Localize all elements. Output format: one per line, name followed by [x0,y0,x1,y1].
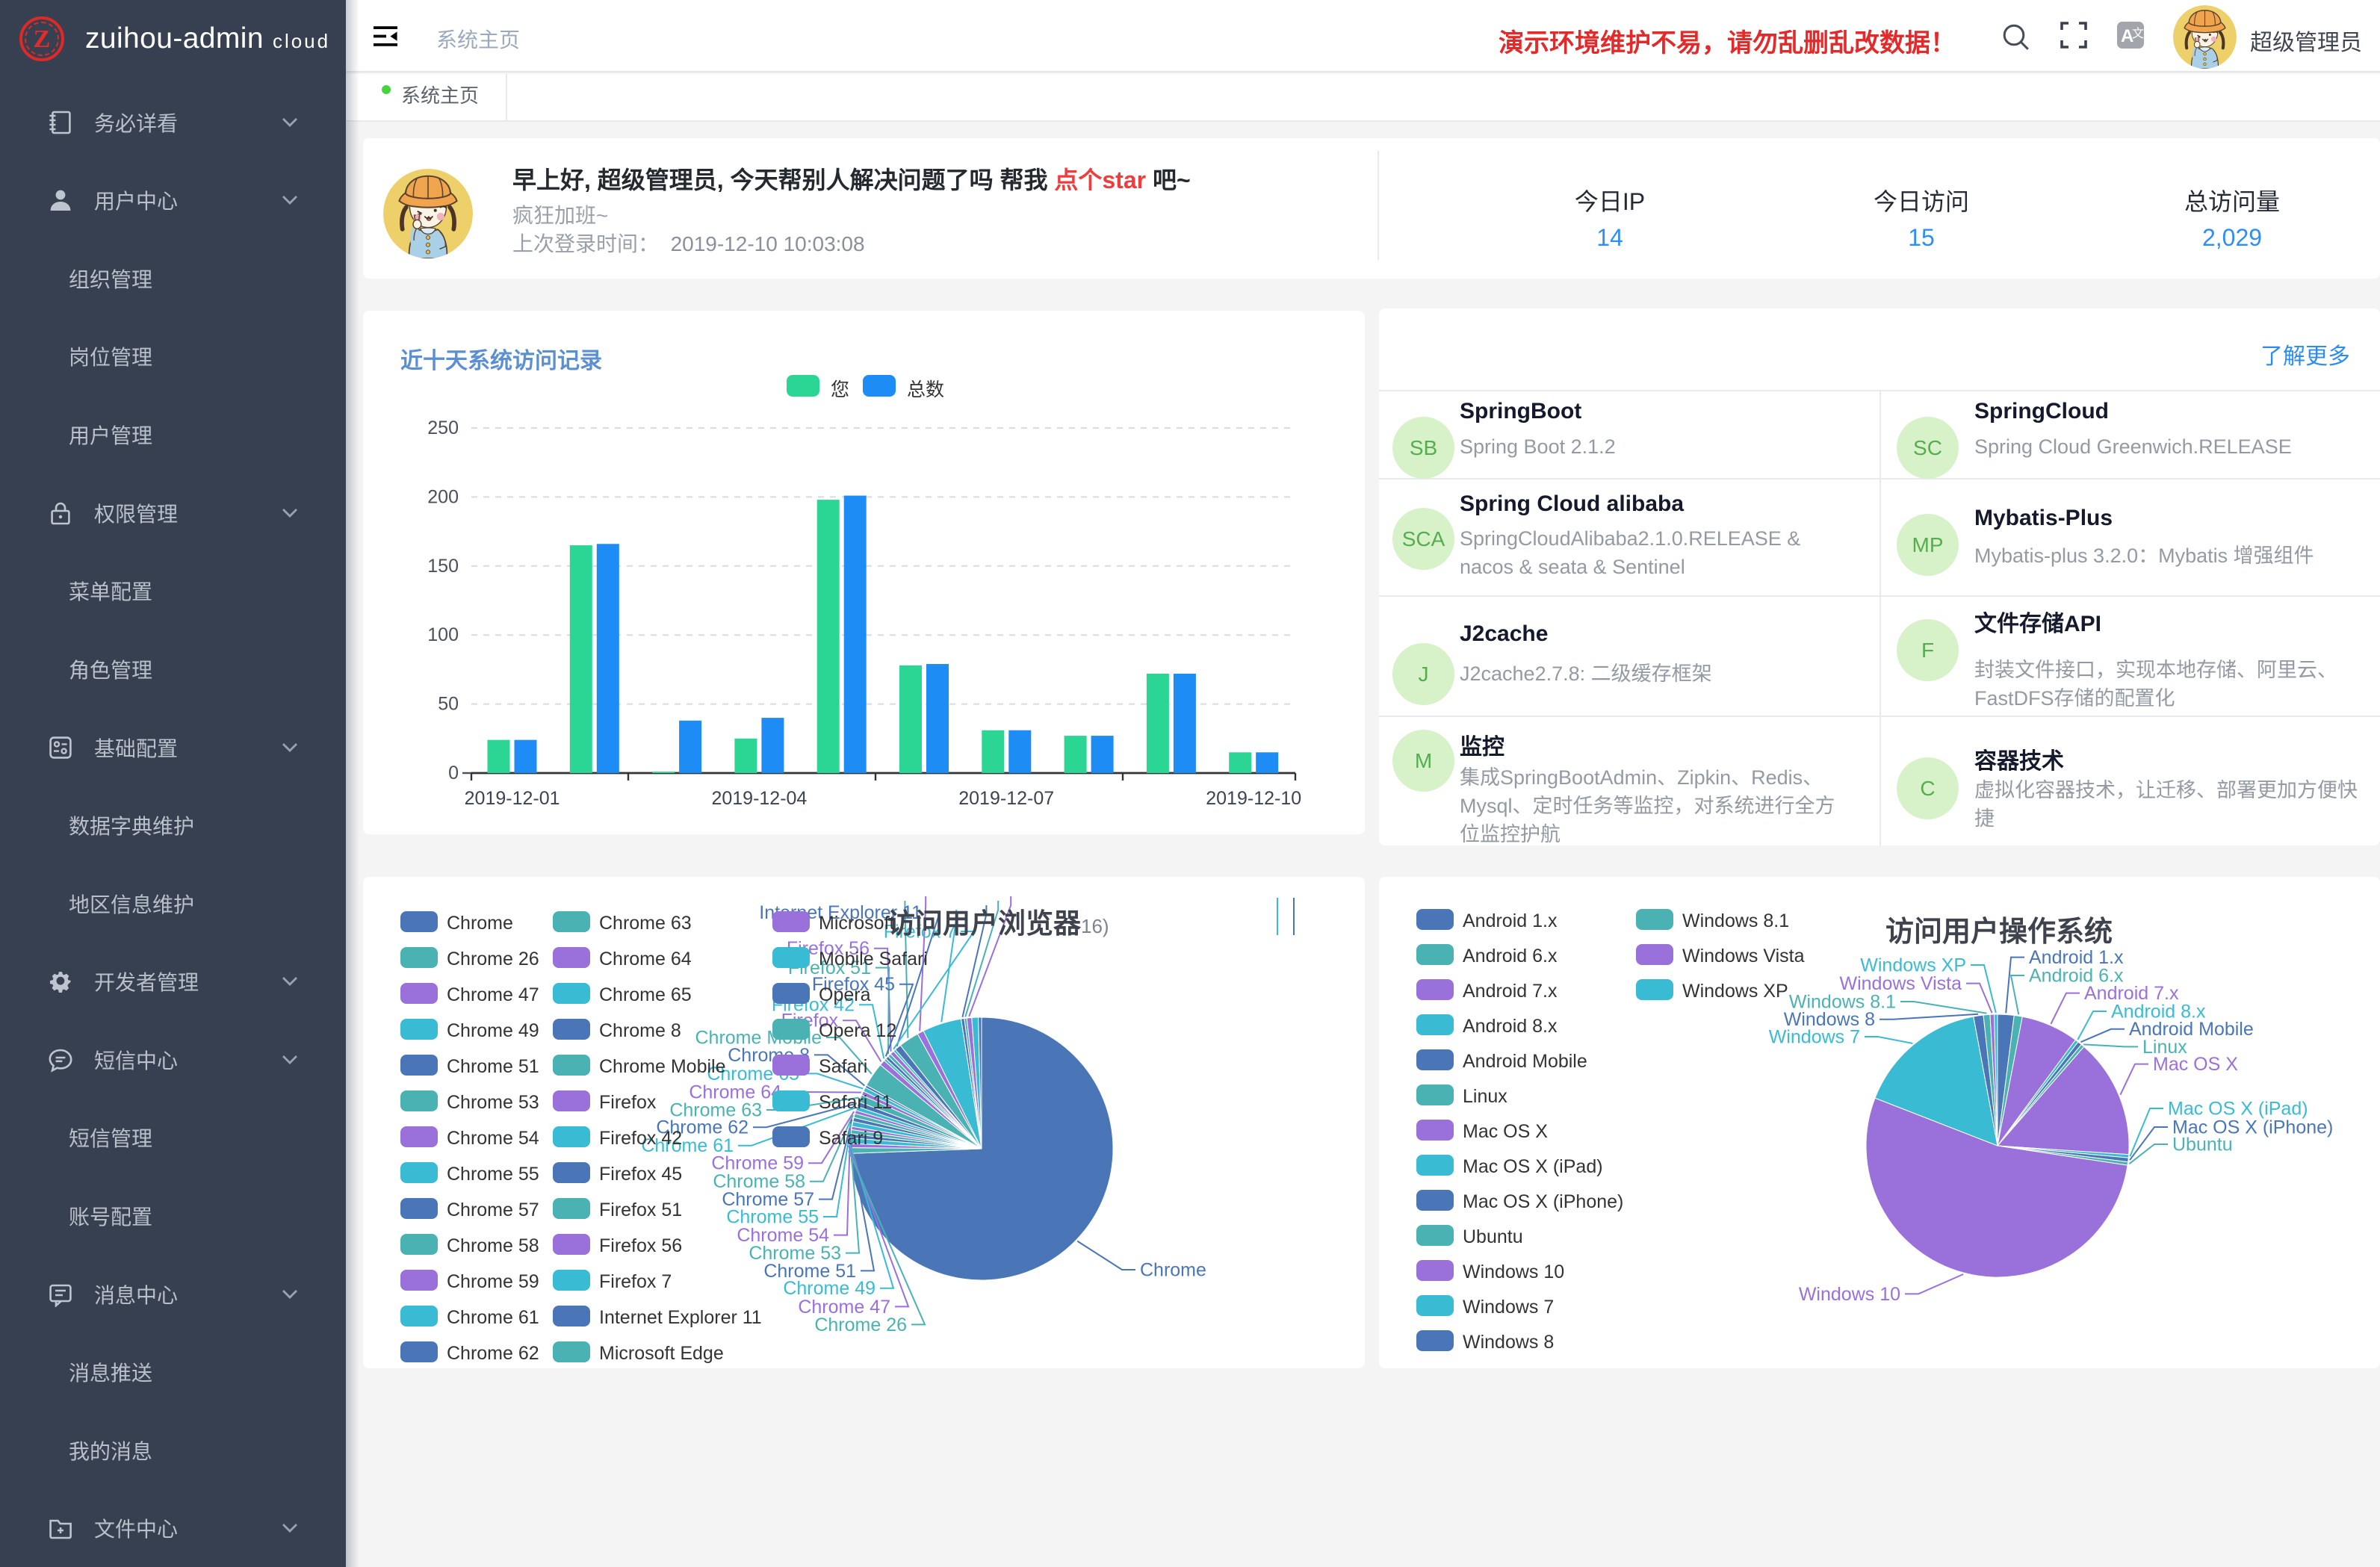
svg-text:Chrome 61: Chrome 61 [641,1135,734,1156]
svg-text:Chrome 53: Chrome 53 [749,1243,841,1264]
svg-text:2019-12-10: 2019-12-10 [1206,788,1301,809]
svg-text:Windows Vista: Windows Vista [1840,973,1962,994]
svg-text:Chrome 58: Chrome 58 [713,1171,805,1192]
svg-text:Mac OS X (iPhone): Mac OS X (iPhone) [2172,1117,2333,1138]
svg-text:Chrome 51: Chrome 51 [763,1261,856,1282]
svg-text:Chrome 55: Chrome 55 [726,1206,819,1227]
svg-text:Firefox 45: Firefox 45 [812,974,895,995]
svg-text:2019-12-01: 2019-12-01 [465,788,560,809]
svg-text:Chrome 47: Chrome 47 [798,1297,890,1318]
svg-text:Chrome 26: Chrome 26 [814,1315,907,1335]
svg-text:Windows 8: Windows 8 [1784,1009,1875,1030]
svg-text:2019-12-04: 2019-12-04 [711,788,807,809]
svg-text:Windows 10: Windows 10 [1799,1284,1900,1305]
svg-text:Chrome 63: Chrome 63 [669,1099,762,1120]
svg-text:Ubuntu: Ubuntu [2172,1134,2233,1155]
svg-text:50: 50 [438,694,459,715]
svg-text:Chrome 49: Chrome 49 [783,1278,876,1299]
svg-text:Chrome: Chrome [1140,1259,1206,1280]
svg-text:250: 250 [427,418,459,438]
svg-text:Windows 7: Windows 7 [1769,1026,1860,1047]
svg-text:Android 7.x: Android 7.x [2084,983,2179,1004]
svg-text:Mac OS X (iPad): Mac OS X (iPad) [2168,1098,2308,1119]
svg-text:Chrome 54: Chrome 54 [737,1225,829,1246]
svg-text:Windows XP: Windows XP [1860,955,1966,975]
svg-text:Chrome 64: Chrome 64 [689,1082,781,1102]
svg-text:Linux: Linux [2142,1037,2187,1058]
svg-text:Firefox 7: Firefox 7 [884,921,956,942]
svg-text:Chrome 57: Chrome 57 [722,1189,814,1210]
svg-text:Android Mobile: Android Mobile [2129,1019,2254,1040]
svg-text:100: 100 [427,624,459,645]
svg-text:Chrome 62: Chrome 62 [656,1117,749,1138]
svg-text:2019-12-07: 2019-12-07 [958,788,1054,809]
svg-text:150: 150 [427,556,459,577]
svg-text:Chrome 59: Chrome 59 [711,1153,804,1174]
svg-text:0: 0 [448,763,459,784]
svg-text:Android 6.x: Android 6.x [2029,965,2124,986]
svg-text:Android 8.x: Android 8.x [2111,1001,2206,1022]
svg-text:200: 200 [427,486,459,507]
svg-text:Android 1.x: Android 1.x [2029,947,2124,968]
svg-text:Mac OS X: Mac OS X [2153,1054,2238,1075]
svg-text:Windows 8.1: Windows 8.1 [1789,991,1896,1012]
